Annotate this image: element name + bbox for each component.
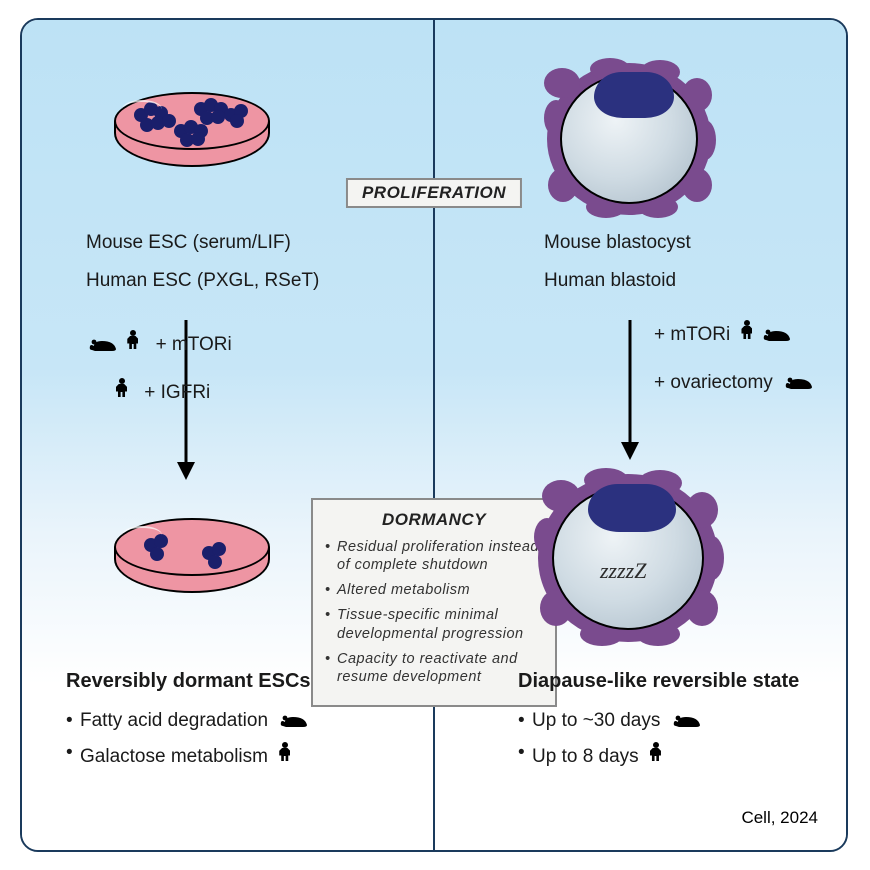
right-bullets: Up to ~30 days Up to 8 days bbox=[518, 710, 702, 778]
zzz-text: zzzzZ bbox=[600, 558, 646, 584]
left-treat2: + IGFRi bbox=[144, 382, 210, 403]
person-icon bbox=[116, 378, 127, 402]
person-icon bbox=[279, 742, 290, 766]
right-heading: Diapause-like reversible state bbox=[518, 668, 799, 695]
left-panel: Mouse ESC (serum/LIF) Human ESC (PXGL, R… bbox=[22, 20, 434, 850]
left-treat1: + mTORi bbox=[156, 334, 232, 355]
inner-cell-mass bbox=[588, 484, 676, 532]
left-bullets: Fatty acid degradation Galactose metabol… bbox=[66, 710, 309, 778]
mouse-icon bbox=[672, 712, 702, 730]
left-bullet: Galactose metabolism bbox=[66, 742, 309, 768]
mouse-icon bbox=[88, 336, 118, 354]
left-esc-text: Mouse ESC (serum/LIF) Human ESC (PXGL, R… bbox=[86, 230, 319, 293]
left-bullet: Fatty acid degradation bbox=[66, 710, 309, 732]
person-icon bbox=[650, 742, 661, 766]
right-bullet: Up to 8 days bbox=[518, 742, 702, 768]
left-bullet-text: Fatty acid degradation bbox=[80, 710, 268, 731]
right-bullet: Up to ~30 days bbox=[518, 710, 702, 732]
blastoid-top bbox=[544, 60, 714, 218]
left-treat2-row: + IGFRi bbox=[116, 378, 210, 406]
right-blast-text: Mouse blastocyst Human blastoid bbox=[544, 230, 691, 293]
person-icon bbox=[741, 320, 752, 344]
inner-cell-mass bbox=[594, 72, 674, 118]
left-heading: Reversibly dormant ESCs bbox=[66, 668, 311, 695]
right-text-2: Human blastoid bbox=[544, 268, 691, 294]
citation-text: Cell, 2024 bbox=[741, 808, 818, 828]
right-treat2-row: + ovariectomy bbox=[654, 370, 814, 396]
person-icon bbox=[127, 330, 138, 354]
right-panel: Mouse blastocyst Human blastoid + mTORi … bbox=[434, 20, 846, 850]
right-bullet-text: Up to ~30 days bbox=[532, 710, 660, 731]
right-treat1-row: + mTORi bbox=[654, 320, 792, 348]
right-treat2: + ovariectomy bbox=[654, 372, 773, 393]
left-bullet-text: Galactose metabolism bbox=[80, 746, 268, 767]
mouse-icon bbox=[279, 712, 309, 730]
mouse-icon bbox=[784, 374, 814, 392]
right-treat1: + mTORi bbox=[654, 324, 730, 345]
left-text-1: Mouse ESC (serum/LIF) bbox=[86, 230, 319, 256]
right-text-1: Mouse blastocyst bbox=[544, 230, 691, 256]
left-text-2: Human ESC (PXGL, RSeT) bbox=[86, 268, 319, 294]
left-treat1-row: + mTORi bbox=[88, 330, 232, 358]
blastoid-bottom: zzzzZ bbox=[534, 470, 722, 646]
right-bullet-text: Up to 8 days bbox=[532, 746, 639, 767]
right-down-arrow-icon bbox=[616, 314, 644, 464]
diagram-frame: PROLIFERATION DORMANCY Residual prolifer… bbox=[20, 18, 848, 852]
mouse-icon bbox=[762, 326, 792, 344]
